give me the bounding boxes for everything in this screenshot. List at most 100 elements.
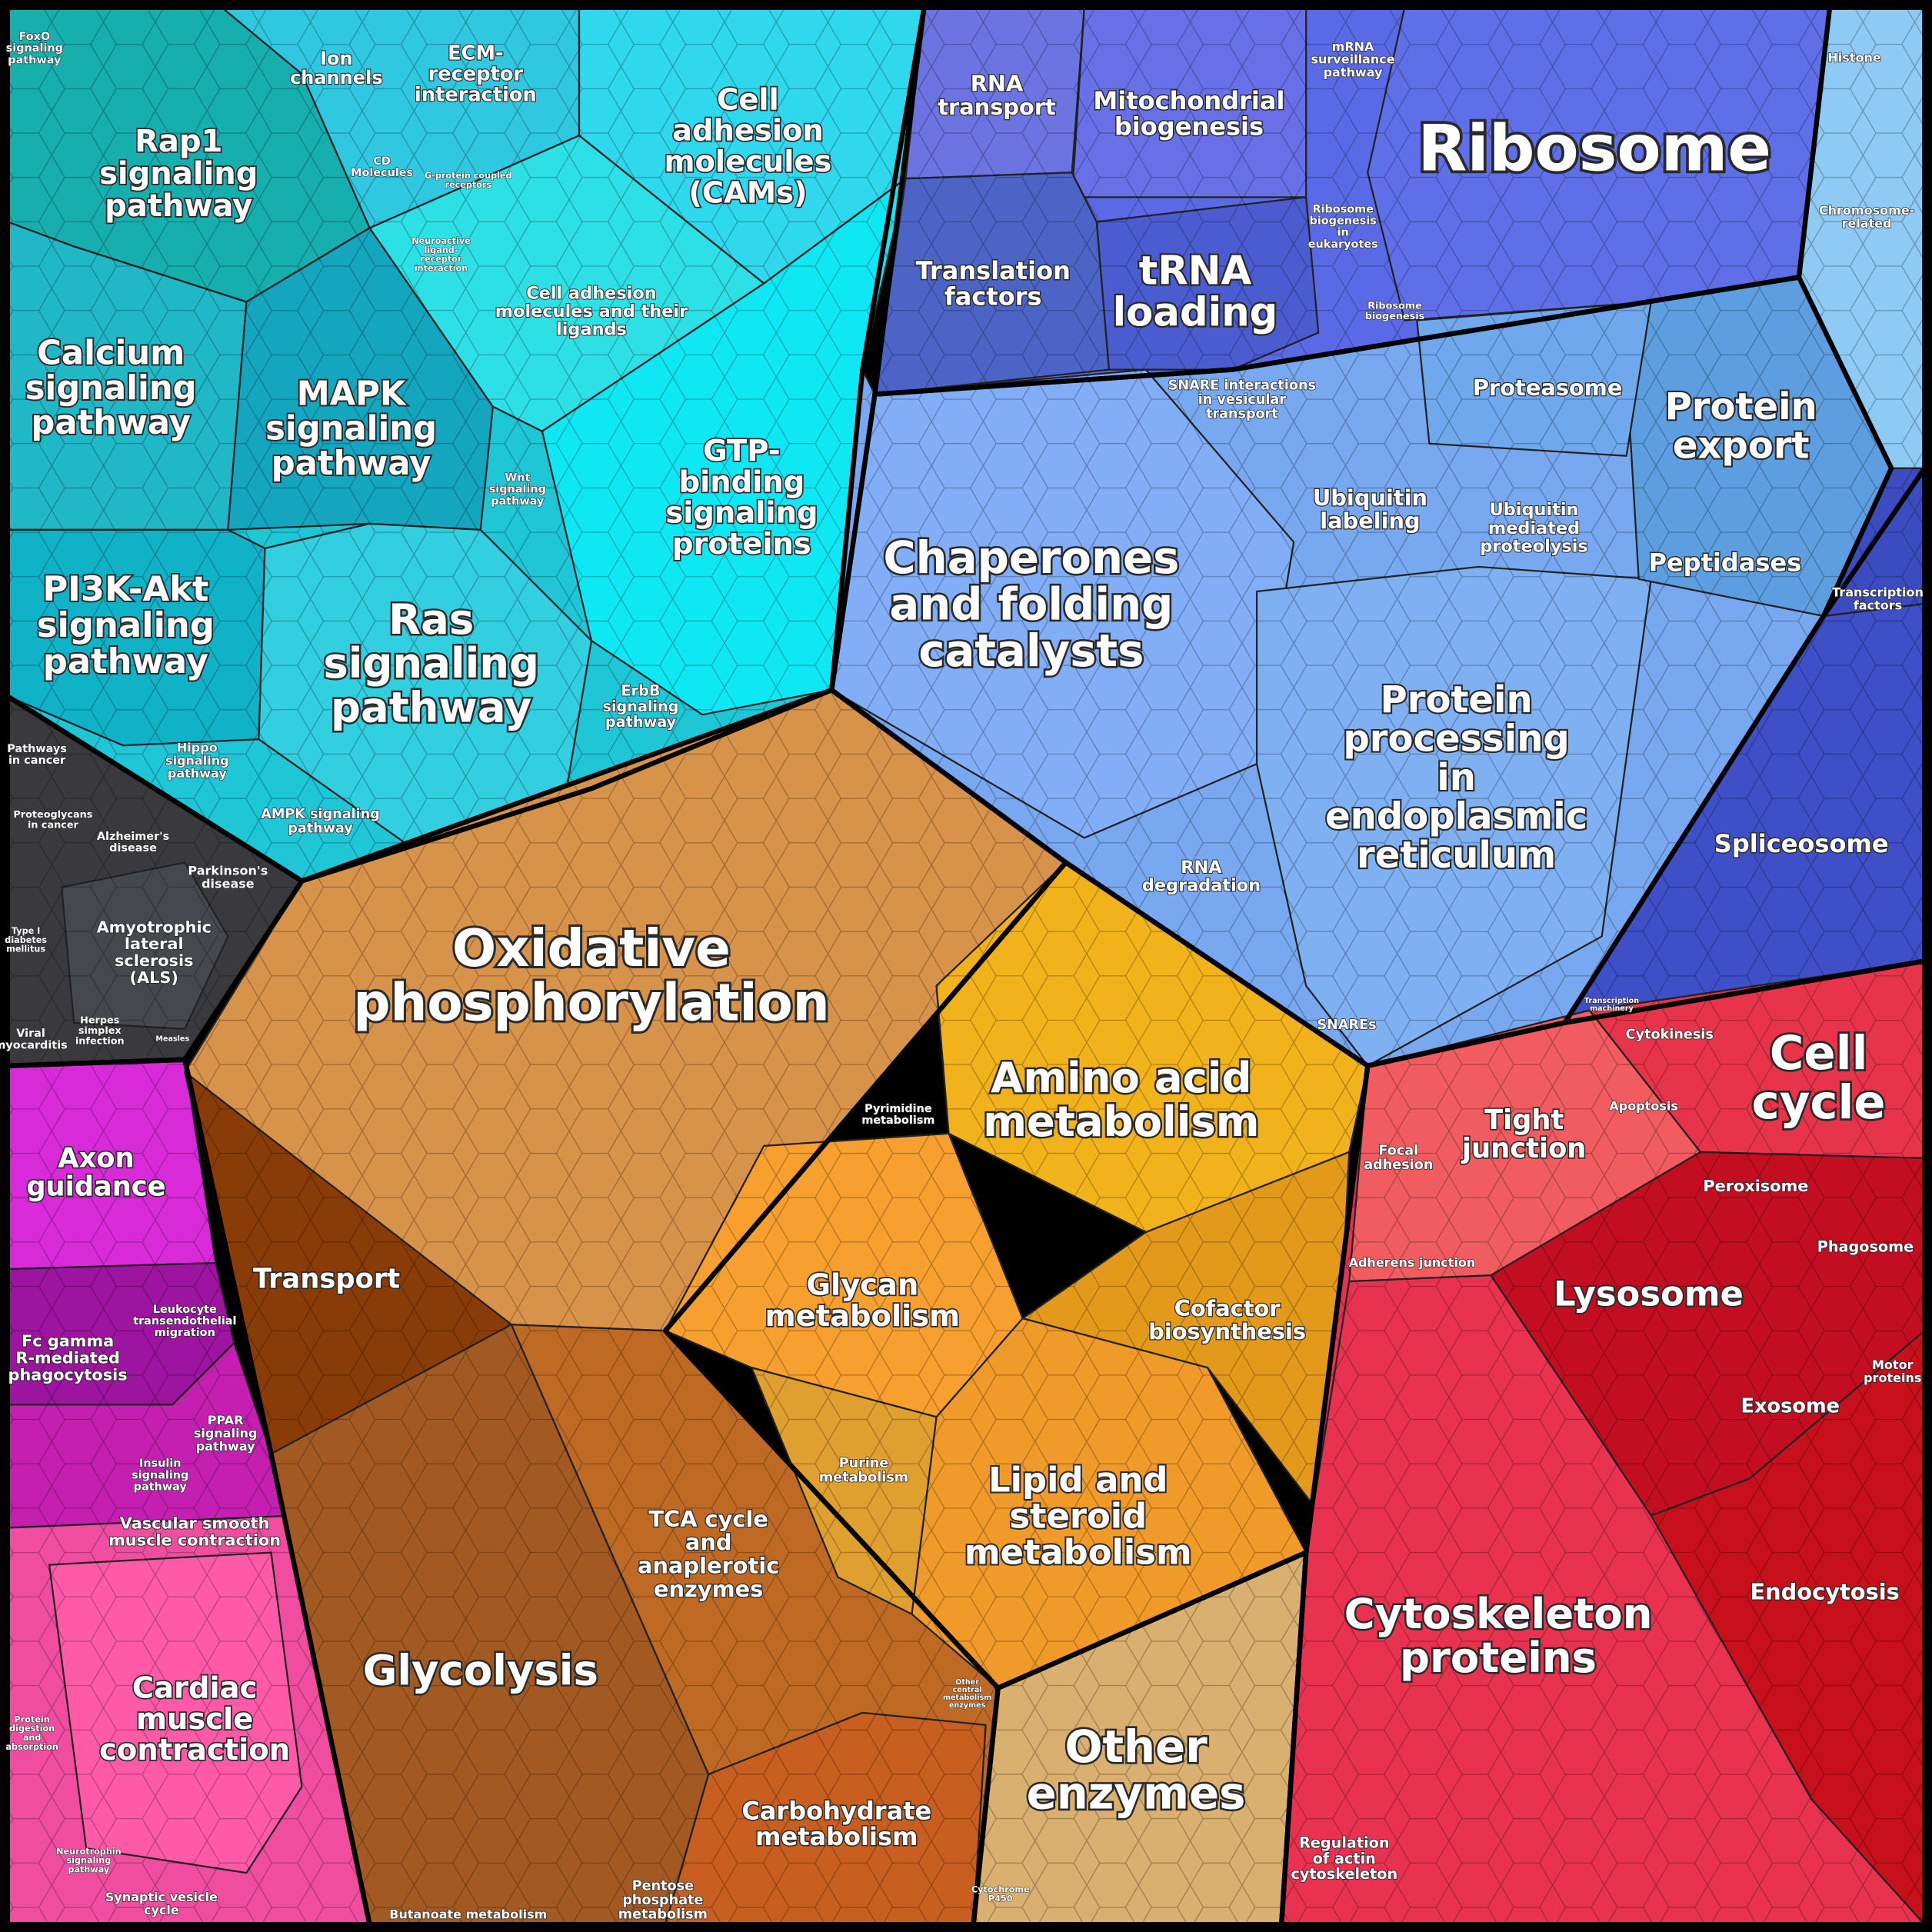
- label-line: CD: [373, 155, 391, 168]
- label-line: Fc gamma: [22, 1332, 114, 1351]
- label-line: disease: [202, 876, 255, 891]
- label-line: interaction: [415, 263, 468, 273]
- label-line: proteins: [1864, 1370, 1921, 1384]
- region-label: Herpes simplex infection: [75, 1014, 125, 1047]
- label-line: receptors: [445, 180, 491, 190]
- label-line: Mitochondrial: [1093, 86, 1284, 115]
- region-label: ErbB signaling pathway: [603, 681, 679, 730]
- region-label: MAPK signaling pathway: [265, 375, 437, 483]
- region-label: SNARE interactions in vesicular transport: [1168, 378, 1316, 421]
- label-line: surveillance: [1311, 52, 1394, 66]
- label-line: RNA: [1181, 857, 1222, 877]
- label-line: Other: [955, 1678, 979, 1687]
- label-line: pathway: [288, 821, 353, 836]
- label-line: pathway: [491, 495, 545, 508]
- label-line: pathway: [196, 1438, 255, 1453]
- label-line: molecules and their: [495, 301, 688, 321]
- label-line: phosphorylation: [353, 972, 829, 1032]
- label-line: Proteoglycans: [13, 808, 92, 820]
- region-label: TCA cycle and anaplerotic enzymes: [638, 1506, 779, 1602]
- region-label: Cell adhesion molecules and their ligands: [495, 283, 688, 339]
- label-line: G-protein coupled: [425, 171, 512, 181]
- label-line: eukaryotes: [1308, 238, 1378, 251]
- label-line: Cardiac: [132, 1671, 258, 1705]
- label-line: pathway: [134, 1481, 188, 1494]
- label-line: Exosome: [1740, 1395, 1840, 1418]
- label-line: Cell: [717, 82, 779, 117]
- region-label: Leukocyte transendothelial migration: [133, 1304, 236, 1339]
- label-line: Molecules: [351, 167, 413, 179]
- label-line: pathway: [605, 713, 677, 731]
- label-line: metabolism: [765, 1298, 961, 1333]
- label-line: Amino acid: [991, 1053, 1251, 1102]
- region-label: Ion channels: [290, 48, 383, 88]
- label-line: proteolysis: [1480, 536, 1587, 556]
- region-label: Mitochondrial biogenesis: [1093, 86, 1284, 142]
- label-line: Hippo: [177, 740, 218, 754]
- label-line: Protein: [1665, 385, 1817, 428]
- label-line: Ras: [388, 595, 474, 644]
- label-line: pathway: [168, 766, 227, 781]
- label-line: ligand-: [425, 245, 458, 255]
- label-line: Cofactor: [1174, 1295, 1281, 1321]
- label-line: factors: [944, 282, 1042, 311]
- region-label: SNAREs: [1317, 1018, 1376, 1033]
- region-label: Oxidative phosphorylation: [353, 918, 829, 1032]
- label-line: channels: [290, 67, 383, 88]
- region-label: Wnt signaling pathway: [489, 472, 546, 508]
- label-line: metabolism: [861, 1114, 934, 1127]
- label-line: Herpes: [80, 1014, 120, 1026]
- label-line: FoxO: [19, 31, 51, 43]
- region-label: Motor proteins: [1864, 1357, 1921, 1385]
- label-line: Transcription: [1832, 585, 1924, 599]
- region-label: Axon guidance: [26, 1143, 165, 1203]
- label-line: Peptidases: [1648, 548, 1801, 578]
- label-line: transport: [938, 94, 1056, 120]
- label-line: Tight: [1484, 1104, 1564, 1136]
- region-label: Calcium signaling pathway: [25, 334, 197, 442]
- label-line: and: [685, 1529, 732, 1555]
- label-line: Ubiquitin: [1490, 500, 1579, 520]
- region-label: CD Molecules: [351, 155, 413, 179]
- label-line: ErbB: [621, 681, 661, 699]
- label-line: Focal: [1378, 1143, 1418, 1158]
- label-line: signaling: [323, 638, 539, 688]
- label-line: enzymes: [1027, 1767, 1246, 1819]
- region-label: Carbohydrate metabolism: [741, 1797, 931, 1852]
- region-label: Focal adhesion: [1364, 1143, 1433, 1173]
- label-line: in: [1437, 756, 1476, 799]
- label-line: myocarditis: [0, 1039, 68, 1051]
- label-line: in cancer: [28, 819, 79, 831]
- label-line: guidance: [26, 1171, 165, 1203]
- label-line: TCA cycle: [648, 1506, 768, 1532]
- label-line: signaling: [99, 156, 258, 192]
- label-line: Proteasome: [1473, 375, 1622, 401]
- label-line: Ribosome: [1417, 112, 1771, 186]
- label-line: Chromosome-: [1819, 202, 1914, 217]
- label-line: Spliceosome: [1714, 829, 1889, 858]
- region-label: Endocytosis: [1750, 1578, 1899, 1604]
- label-line: Apoptosis: [1609, 1098, 1678, 1113]
- region-label: Histone: [1827, 50, 1880, 65]
- label-line: simplex: [78, 1024, 122, 1036]
- label-line: GTP-: [703, 433, 781, 468]
- label-line: adhesion: [672, 113, 824, 148]
- label-line: central: [953, 1686, 982, 1694]
- label-line: reticulum: [1357, 834, 1556, 877]
- label-line: machinery: [1590, 1004, 1634, 1013]
- region-label: Cytoskeleton proteins: [1344, 1589, 1653, 1682]
- group-borders: [5, 5, 1927, 1927]
- label-line: cycle: [1752, 1074, 1886, 1129]
- label-line: muscle contraction: [108, 1531, 281, 1550]
- region-label: Protein export: [1665, 385, 1817, 467]
- label-line: (CAMs): [688, 175, 807, 210]
- label-line: migration: [155, 1327, 215, 1339]
- label-line: infection: [75, 1035, 125, 1047]
- label-line: binding: [679, 465, 805, 499]
- region-label: Ribosome biogenesis: [1365, 300, 1425, 321]
- region-label: Vascular smooth muscle contraction: [108, 1514, 281, 1550]
- label-line: metabolism: [983, 1097, 1259, 1146]
- region-label: PPAR signaling pathway: [194, 1413, 258, 1454]
- label-line: Axon: [58, 1143, 134, 1174]
